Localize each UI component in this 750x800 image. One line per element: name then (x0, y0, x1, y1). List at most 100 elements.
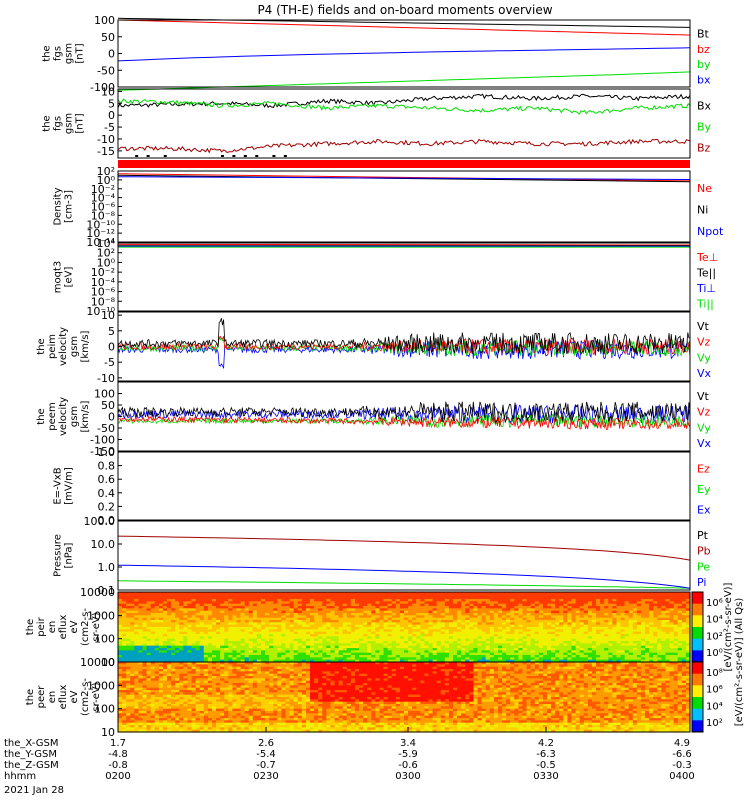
legend-p6-vx: Vx (697, 437, 712, 450)
xaxis-value: 0300 (395, 771, 420, 782)
ytick-label: 100 (94, 703, 115, 716)
ylabel-line: peer (36, 685, 47, 709)
xaxis-value: 3.4 (400, 738, 416, 749)
ylabel-line: E=-VxB (53, 467, 64, 504)
ylabel-line: [km/s] (80, 400, 91, 432)
ytick-label: 5 (108, 325, 115, 338)
ytick-label: 100 (94, 388, 115, 401)
xaxis-value: 1.7 (110, 738, 126, 749)
ylabel-line: en (47, 621, 58, 634)
ytick-label: 10² (97, 247, 115, 260)
xaxis-row-label: hhmm (4, 771, 36, 782)
xaxis-value: 0330 (533, 771, 558, 782)
legend-p7-ey: Ey (697, 483, 711, 496)
plot-area-p3 (117, 173, 691, 183)
xaxis-value: 0400 (669, 771, 694, 782)
legend-p6-vy: Vy (697, 421, 711, 434)
ylabel-line: eV (69, 620, 80, 633)
panel-p7: E=-VxB [mV/m] 1.00.80.60.40.20.0 Ez Ey Ex (53, 446, 711, 527)
panel-p6: the peem velocity gsm [km/s]100500-50-100-15… (36, 381, 712, 458)
ylabel-line: fgs (53, 116, 64, 131)
ytick-label: -5 (104, 356, 115, 369)
ytick-label: 10 (101, 309, 115, 322)
ylabel-line: Pressure (53, 534, 64, 577)
panel-p5: the peim velocity gsm [km/s] 10 5 0 -5 -10 Vt Vz Vy V… (36, 309, 712, 385)
xaxis-value: -0.3 (672, 760, 692, 771)
ytick-label: 10⁻⁶ (91, 201, 116, 214)
ylabel-line: [nPa] (64, 542, 75, 568)
xaxis-value: -6.6 (672, 749, 692, 760)
legend-p5-vz: Vz (697, 336, 711, 349)
ytick-label: 10⁻¹⁰ (86, 218, 115, 231)
ylabel-line: sr-eV) (91, 682, 102, 711)
ytick-label: 100 (94, 14, 115, 27)
ytick-label: 0.1 (98, 584, 116, 597)
xaxis-row-label: the_Y-GSM (4, 749, 57, 760)
ytick-label: -50 (97, 64, 115, 77)
legend-p3-ne: Ne (697, 182, 712, 195)
panel-p3: Density [cm-3] 10²10⁰10⁻²10⁻⁴10⁻⁶10⁻⁸10⁻¹⁰… (53, 160, 724, 249)
xaxis-value: 4.2 (538, 738, 554, 749)
legend-p2-bx: Bx (697, 100, 712, 113)
panel-p9: the peir en eflux eV (cm2-s-sr-eV) 10000 1000 10… (25, 586, 691, 669)
ylabel-line: [nT] (75, 43, 86, 63)
ylabel-line: [mV/m] (64, 467, 75, 505)
colorbar-label: [eV/(cm²-s-sr-eV)] (All Qs) (734, 598, 745, 727)
ytick-label: 0.2 (98, 500, 116, 513)
x-axis-table: the_X-GSM 1.7 2.6 3.4 4.2 4.9 the_Y-GSM -4.8 -5.… (4, 727, 695, 796)
legend-p3-ni: Ni (697, 204, 708, 217)
ylabel-line: gsm (69, 336, 80, 357)
colorbar-tick: 10⁴ (706, 615, 723, 626)
ytick-label: 10⁴ (97, 237, 116, 250)
colorbar-tick: 10² (706, 718, 723, 729)
xaxis-value: 4.9 (674, 738, 690, 749)
colorbar-tick: 10⁶ (706, 685, 723, 696)
ytick-label: 10 (101, 656, 115, 669)
ytick-label: 10⁻⁸ (91, 295, 116, 308)
ylabel-line: the (36, 338, 47, 354)
xaxis-value: -6.3 (536, 749, 556, 760)
colorbar-tick: 10⁰ (706, 648, 723, 659)
ylabel-line: the (25, 689, 36, 705)
xaxis-value: -0.6 (398, 760, 418, 771)
ytick-label: 0 (108, 411, 115, 424)
ytick-label: 10⁻¹² (86, 227, 115, 240)
ylabel-line: the (42, 45, 53, 61)
ylabel-line: sr-eV) (91, 612, 102, 641)
ylabel-line: velocity (58, 397, 69, 436)
ylabel-line: [km/s] (80, 330, 91, 362)
ytick-label: 0 (108, 48, 115, 61)
ylabel-line: [cm-3] (64, 190, 75, 223)
ytick-label: 10⁻¹⁴ (86, 236, 115, 249)
legend-p4-te||: Te|| (696, 266, 716, 279)
ylabel-line: [eV] (64, 267, 75, 288)
ytick-label: 10⁰ (97, 256, 116, 269)
flag-bar (118, 160, 690, 168)
ytick-label: 10.0 (91, 538, 116, 551)
ytick-label: 10000 (80, 656, 115, 669)
ytick-label: 10 (101, 85, 115, 98)
plot-area-p2 (117, 93, 691, 157)
ytick-label: 10 (101, 726, 115, 739)
legend-p1-bz: bz (697, 43, 710, 56)
ylabel-line: gsm (64, 43, 75, 64)
legend-p4-ti⊥: Ti⊥ (696, 282, 716, 295)
ylabel-line: Density (53, 187, 64, 225)
legend-p7-ex: Ex (697, 504, 711, 517)
colorbar-tick: 10⁴ (706, 701, 723, 712)
ytick-label: 1.0 (98, 561, 116, 574)
legend-p2-by: By (697, 121, 712, 134)
ytick-label: 100.0 (84, 515, 116, 528)
legend-p8-pi: Pi (697, 576, 706, 589)
ytick-label: -15 (97, 145, 115, 158)
ytick-label: 1000 (87, 609, 115, 622)
legend-p1-by: by (697, 58, 711, 71)
colorbar-tick: 10⁶ (706, 598, 723, 609)
colorbar-tick: 10² (706, 631, 723, 642)
figure-title: P4 (TH-E) fields and on-board moments ov… (257, 3, 552, 17)
xaxis-value: -0.7 (256, 760, 276, 771)
